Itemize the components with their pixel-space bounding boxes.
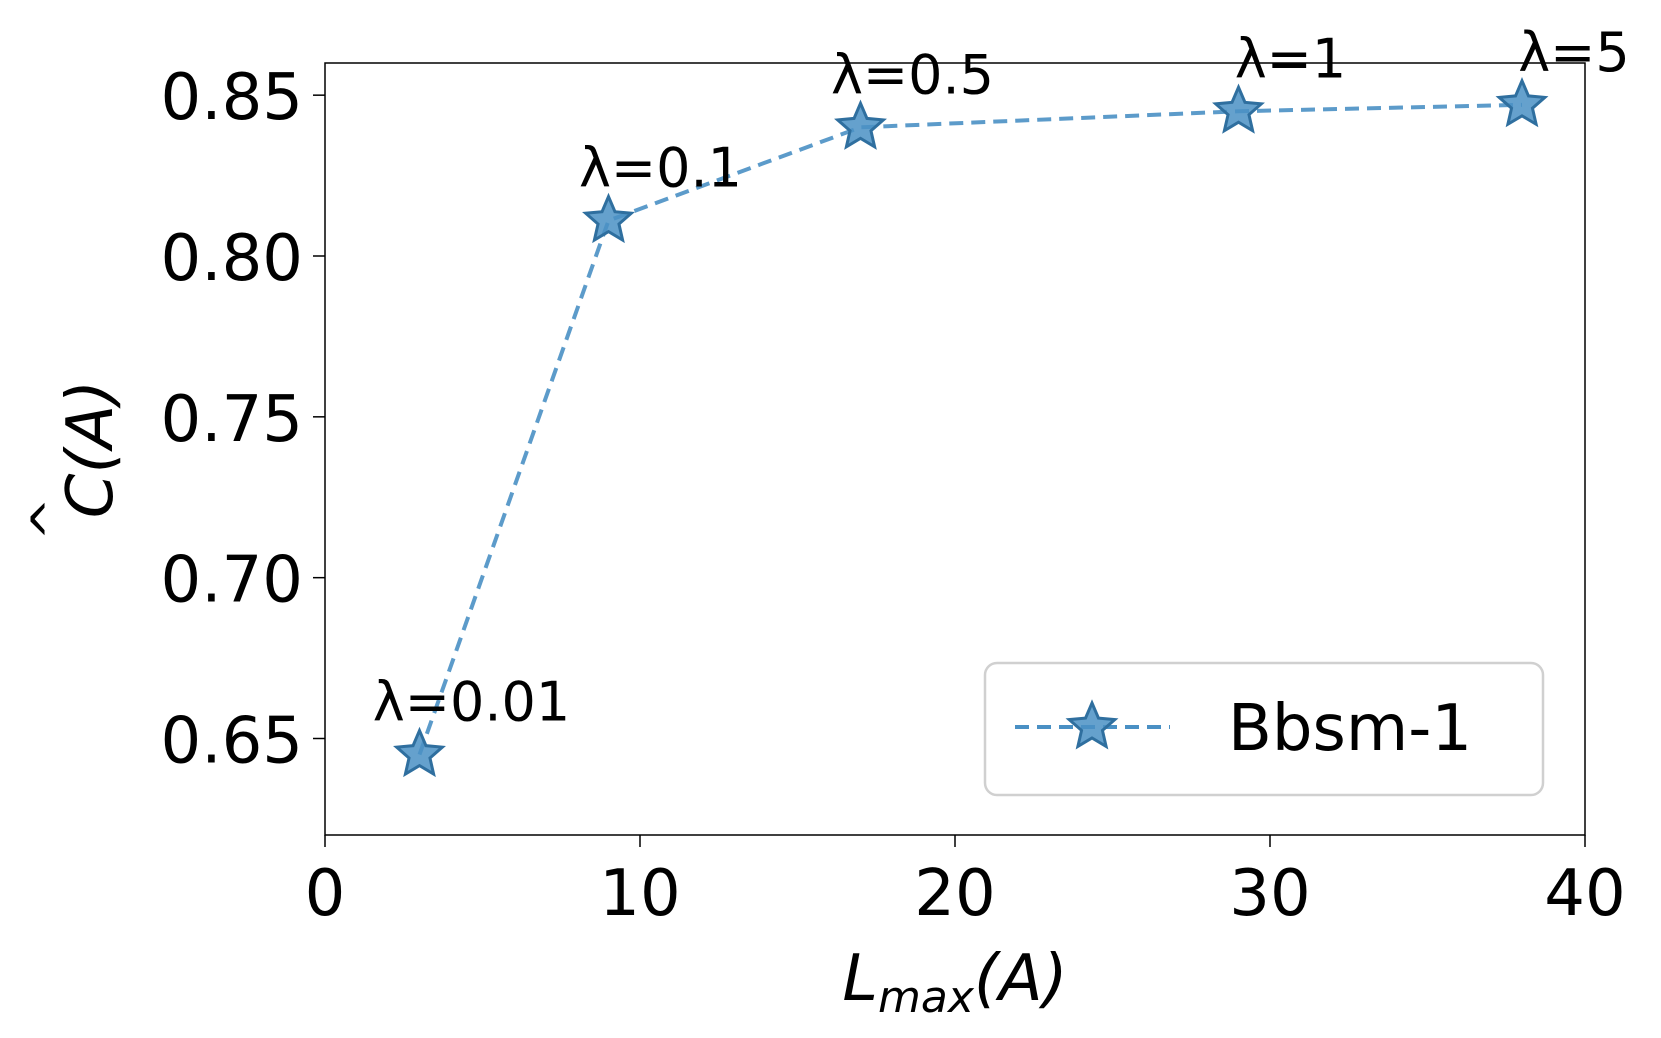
x-tick-label: 40 (1544, 857, 1625, 931)
x-axis: 0 10 20 30 40 (305, 835, 1626, 931)
y-tick-label: 0.65 (161, 705, 304, 779)
point-annotation: λ=1 (1235, 27, 1347, 90)
point-annotation: λ=0.01 (373, 671, 570, 734)
x-tick-label: 30 (1229, 857, 1310, 931)
x-axis-label: Lmax(A) (842, 942, 1067, 1023)
point-annotations: λ=0.01 λ=0.1 λ=0.5 λ=1 λ=5 (373, 21, 1630, 734)
xlabel-main: L (842, 942, 878, 1016)
series-line-bbsm-1 (417, 102, 1523, 756)
y-axis: 0.65 0.70 0.75 0.80 0.85 (161, 61, 325, 779)
xlabel-sub: max (878, 972, 975, 1023)
y-tick-label: 0.70 (161, 544, 304, 618)
y-tick-label: 0.75 (161, 383, 304, 457)
y-tick-label: 0.85 (161, 61, 304, 135)
ylabel-arg: (A) (54, 380, 128, 474)
point-annotation: λ=0.5 (831, 43, 994, 106)
data-point-star (1495, 77, 1549, 128)
point-annotation: λ=5 (1518, 21, 1630, 84)
svg-text:C(A): C(A) (54, 380, 128, 518)
series-markers (393, 77, 1549, 778)
x-tick-label: 0 (305, 857, 346, 931)
xlabel-arg: (A) (974, 942, 1068, 1016)
y-axis-label: C(A) ^ (21, 380, 128, 541)
x-tick-label: 10 (599, 857, 680, 931)
data-point-star (582, 192, 635, 244)
ylabel-main: C (54, 473, 128, 518)
legend: Bbsm-1 (983, 661, 1545, 797)
x-tick-label: 20 (914, 857, 995, 931)
legend-star-icon (1065, 699, 1119, 750)
point-annotation: λ=0.1 (579, 137, 742, 200)
ylabel-hat: ^ (21, 497, 81, 541)
data-point-star (834, 99, 887, 150)
y-tick-label: 0.80 (161, 222, 304, 296)
legend-box (983, 661, 1545, 797)
legend-label: Bbsm-1 (1228, 692, 1472, 766)
data-point-star (393, 726, 446, 778)
data-point-star (1212, 83, 1265, 134)
